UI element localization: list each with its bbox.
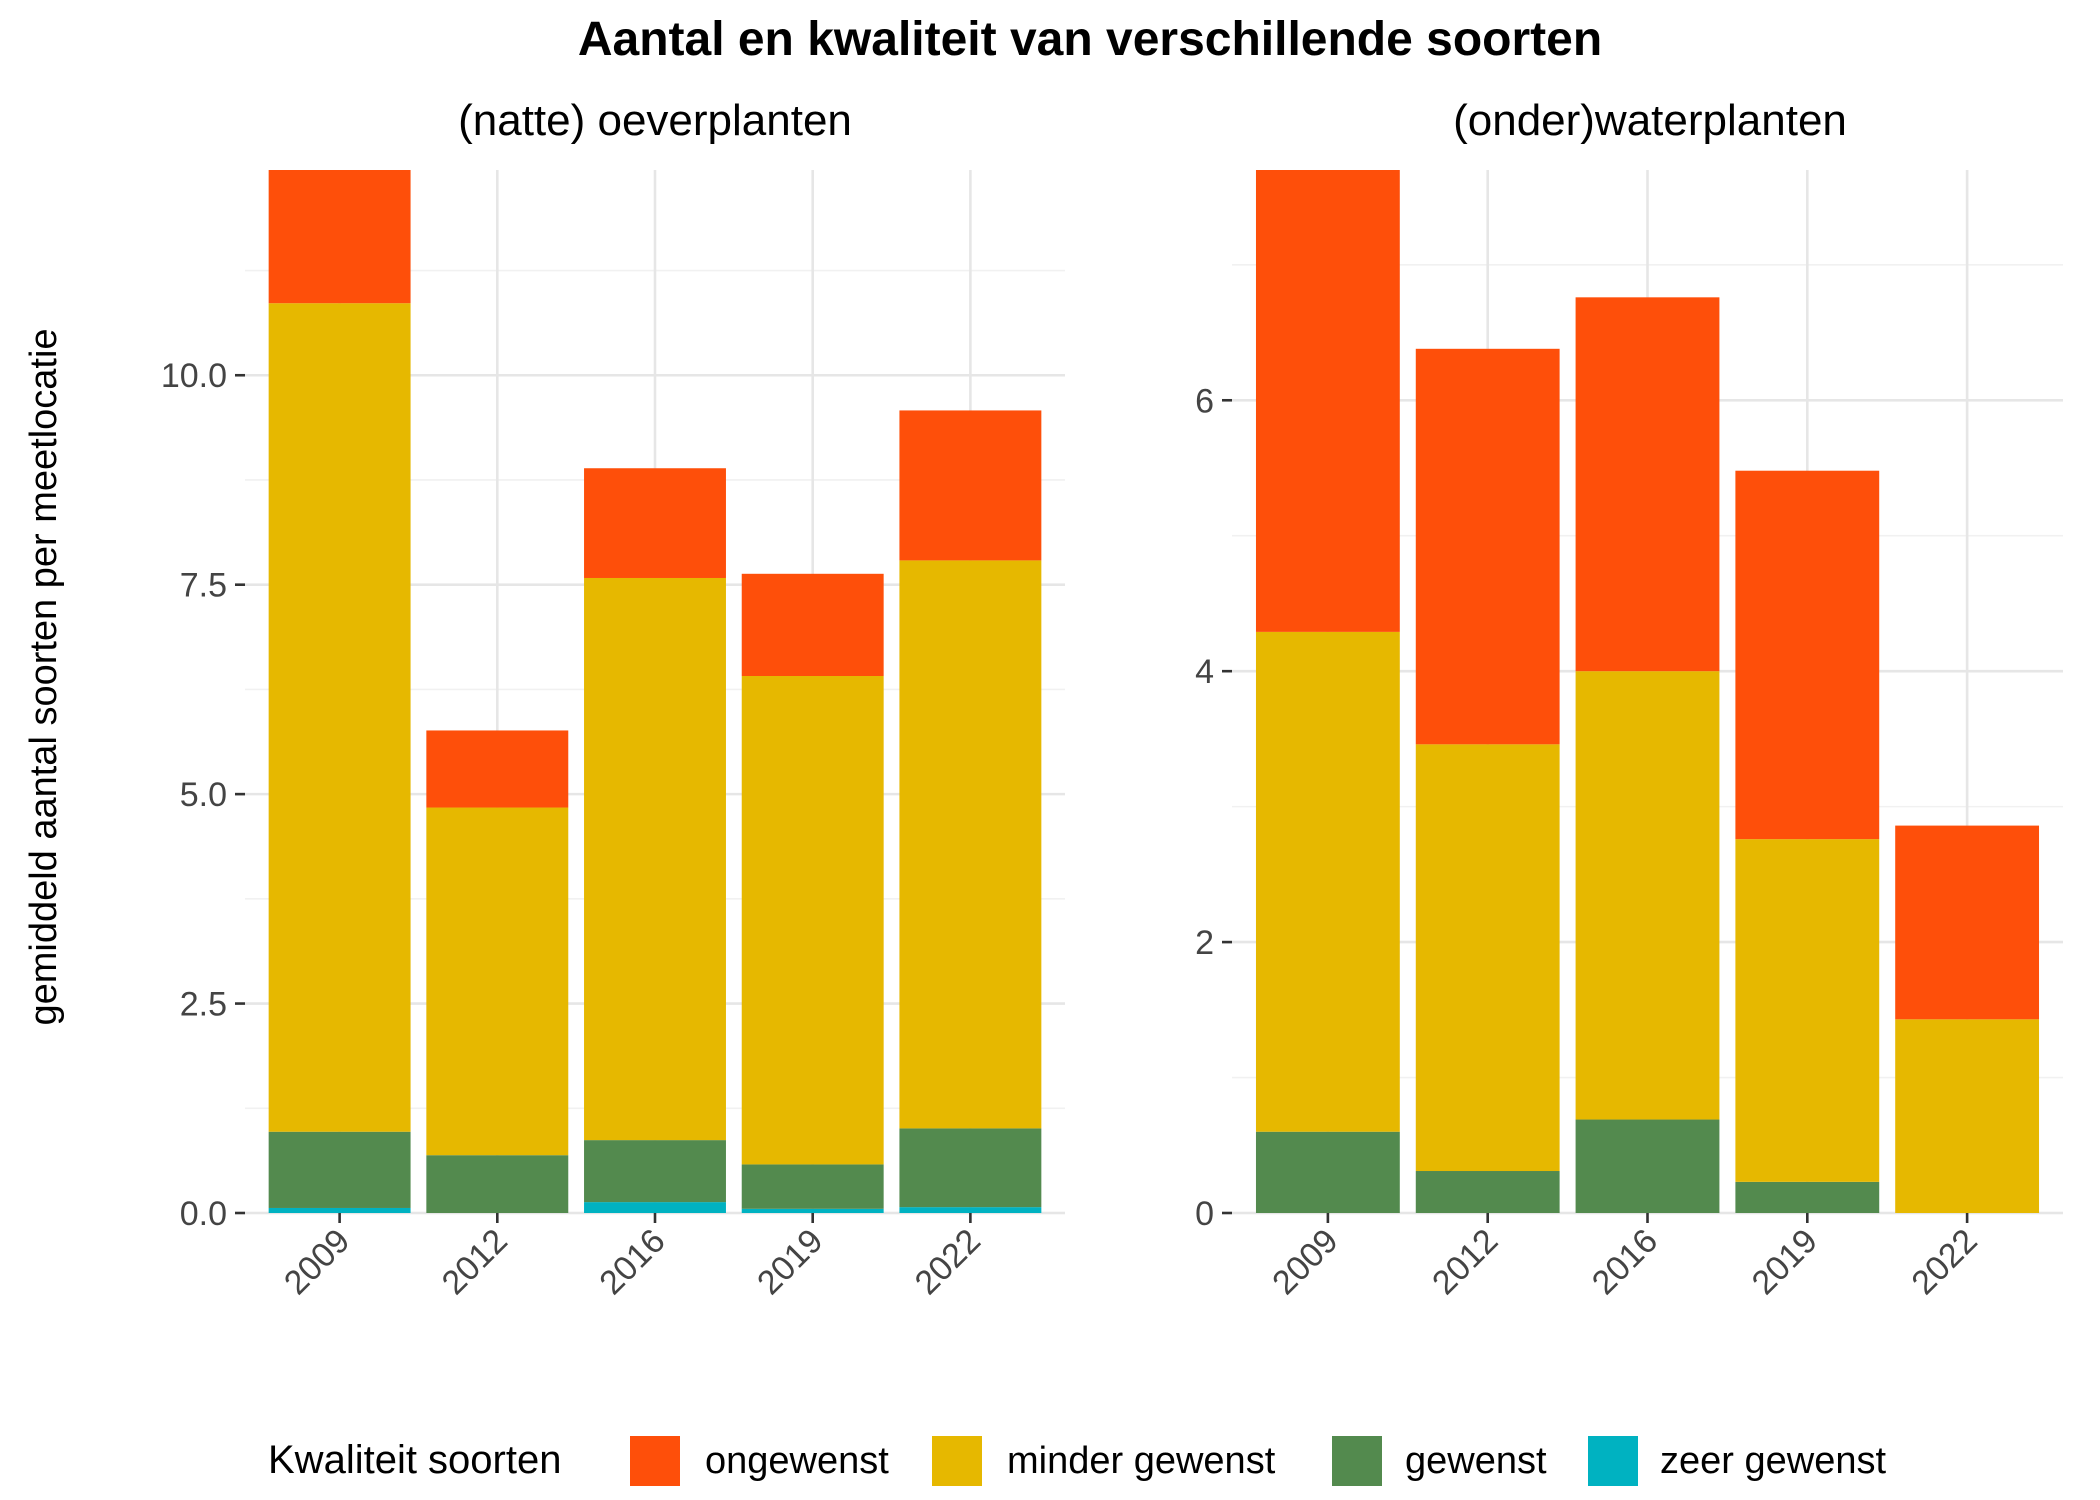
- bar-ongewenst-2022: [1895, 825, 2040, 1020]
- bar-zeer-gewenst-2009: [268, 1207, 411, 1213]
- bar-gewenst-2012: [1415, 1171, 1560, 1213]
- bar-gewenst-2012: [426, 1155, 569, 1213]
- legend-label-minder-gewenst: minder gewenst: [1007, 1440, 1276, 1482]
- y-tick-label: 7.5: [180, 567, 227, 605]
- bar-gewenst-2009: [268, 1131, 411, 1208]
- y-tick-label: 6: [1195, 382, 1214, 420]
- bar-minder-gewenst-2012: [426, 807, 569, 1156]
- bar-gewenst-2016: [584, 1140, 726, 1203]
- y-tick-label: 0: [1195, 1195, 1214, 1233]
- bar-minder-gewenst-2012: [1415, 744, 1560, 1172]
- panel-1: (natte) oeverplanten 0.0 2.5 5.0 7.5 10.0 2009…: [161, 96, 1065, 1302]
- legend-label-ongewenst: ongewenst: [705, 1440, 889, 1482]
- bar-minder-gewenst-2022: [899, 560, 1042, 1129]
- bar-gewenst-2019: [1735, 1181, 1880, 1213]
- x-tick-label: 2019: [750, 1222, 830, 1302]
- y-tick-label: 4: [1195, 653, 1214, 691]
- bar-ongewenst-2019: [741, 573, 884, 677]
- y-tick-label: 5.0: [180, 776, 227, 814]
- bar-zeer-gewenst-2016: [584, 1202, 726, 1213]
- bar-minder-gewenst-2019: [741, 676, 884, 1165]
- legend-swatch-minder-gewenst: [932, 1436, 982, 1486]
- x-tick-label: 2016: [592, 1222, 672, 1302]
- bar-ongewenst-2012: [426, 730, 569, 808]
- bar-ongewenst-2012: [1415, 348, 1560, 745]
- bar-zeer-gewenst-2019: [741, 1208, 884, 1213]
- bar-ongewenst-2016: [1575, 297, 1720, 672]
- legend-title: Kwaliteit soorten: [268, 1438, 561, 1482]
- panel-subtitle: (onder)waterplanten: [1453, 96, 1847, 145]
- y-axis-label: gemiddeld aantal soorten per meetlocatie: [23, 328, 65, 1025]
- legend-label-gewenst: gewenst: [1405, 1440, 1547, 1482]
- y-tick-label: 2.5: [180, 986, 227, 1024]
- x-tick-label: 2009: [1265, 1222, 1345, 1302]
- x-tick-label: 2012: [1425, 1222, 1505, 1302]
- x-tick-label: 2012: [435, 1222, 515, 1302]
- chart-title: Aantal en kwaliteit van verschillende so…: [578, 13, 1602, 66]
- legend-swatch-ongewenst: [630, 1436, 680, 1486]
- bar-minder-gewenst-2016: [584, 577, 726, 1141]
- x-tick-label: 2022: [908, 1222, 988, 1302]
- y-tick-label: 10.0: [161, 357, 227, 395]
- panel-2: (onder)waterplanten 0 2 4 6 2009 2012 2016 2019 2…: [1195, 96, 2063, 1302]
- x-tick-label: 2016: [1585, 1222, 1665, 1302]
- x-tick-label: 2019: [1745, 1222, 1825, 1302]
- y-tick-label: 2: [1195, 924, 1214, 962]
- legend-label-zeer-gewenst: zeer gewenst: [1660, 1440, 1886, 1482]
- bar-ongewenst-2019: [1735, 470, 1880, 840]
- bar-zeer-gewenst-2022: [899, 1207, 1042, 1213]
- bar-minder-gewenst-2009: [1255, 631, 1400, 1132]
- bar-ongewenst-2022: [899, 410, 1042, 561]
- legend-swatch-zeer-gewenst: [1588, 1436, 1638, 1486]
- legend: Kwaliteit soorten ongewenst minder gewens…: [268, 1436, 1886, 1486]
- x-tick-label: 2022: [1904, 1222, 1984, 1302]
- bar-gewenst-2009: [1255, 1131, 1400, 1213]
- bar-gewenst-2016: [1575, 1119, 1720, 1213]
- bar-ongewenst-2009: [268, 170, 411, 304]
- y-tick-label: 0.0: [180, 1195, 227, 1233]
- bar-ongewenst-2016: [584, 468, 726, 578]
- bar-minder-gewenst-2009: [268, 303, 411, 1132]
- bar-ongewenst-2009: [1255, 170, 1400, 632]
- x-tick-label: 2009: [277, 1222, 357, 1302]
- bar-minder-gewenst-2019: [1735, 839, 1880, 1182]
- bar-gewenst-2019: [741, 1164, 884, 1209]
- panels: (natte) oeverplanten 0.0 2.5 5.0 7.5 10.0 2009…: [161, 96, 2063, 1302]
- panel-subtitle: (natte) oeverplanten: [458, 96, 852, 145]
- legend-swatch-gewenst: [1332, 1436, 1382, 1486]
- bar-minder-gewenst-2016: [1575, 671, 1720, 1120]
- bar-gewenst-2022: [899, 1128, 1042, 1208]
- bar-minder-gewenst-2022: [1895, 1019, 2040, 1213]
